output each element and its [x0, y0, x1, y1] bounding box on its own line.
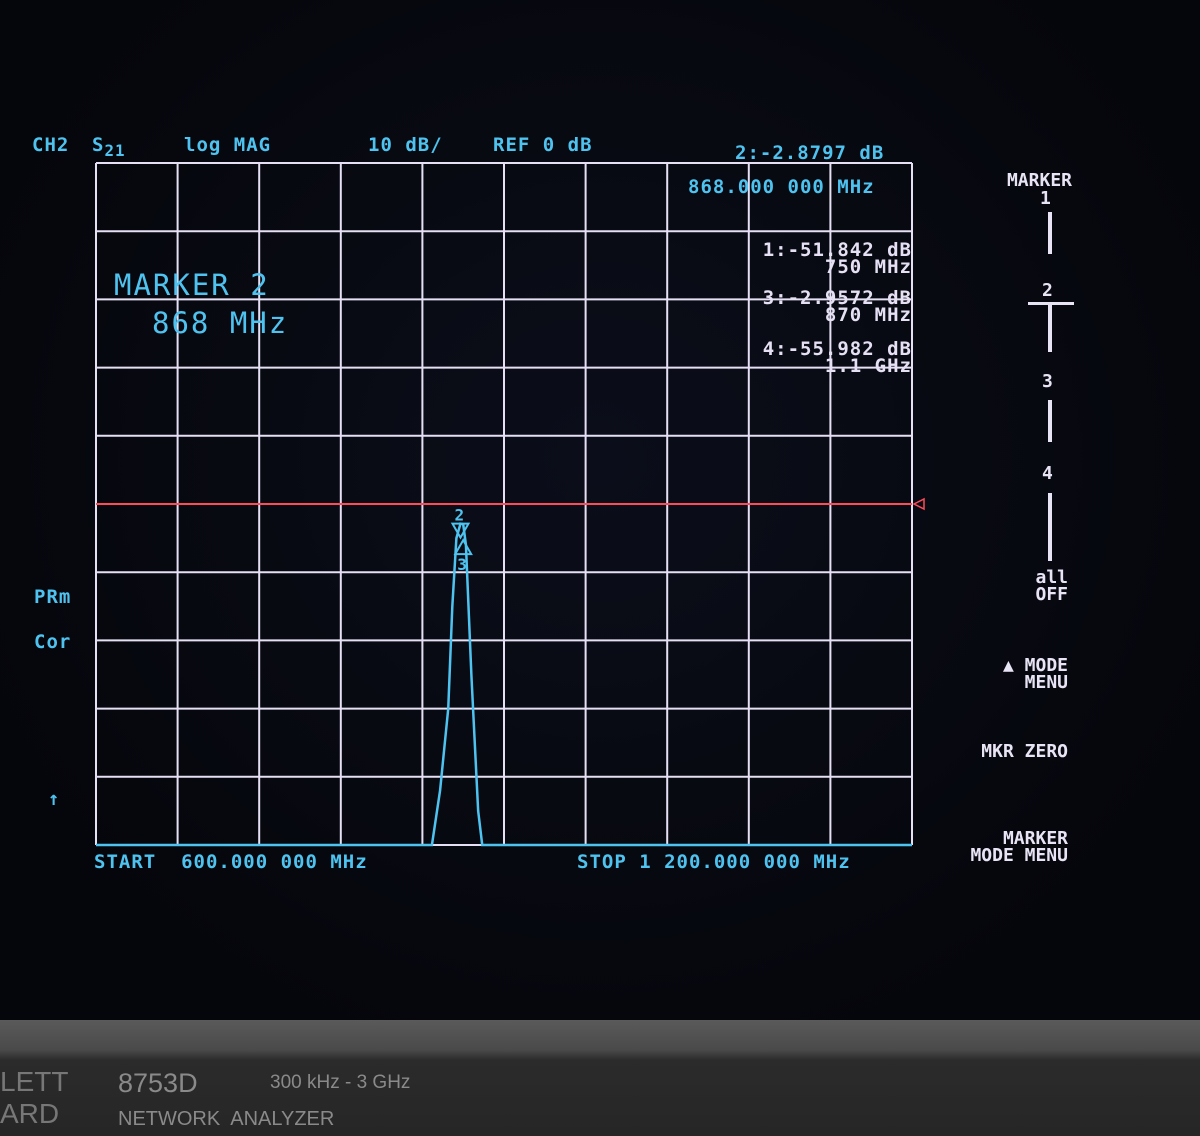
softkey-divider: [1048, 212, 1052, 254]
status-prm: PRm: [34, 586, 72, 608]
param-name: S: [92, 134, 105, 156]
stop-frequency: STOP 1 200.000 000 MHz: [577, 851, 851, 873]
param-sub: 21: [104, 140, 126, 160]
status-arrow-icon: ↑: [48, 788, 61, 810]
brand-line-2: ARD: [0, 1098, 60, 1129]
marker-1-freq: 750 MHz: [824, 256, 912, 278]
marker-2-label: 2: [454, 506, 464, 525]
marker-4-value: 4:-55.982 dB: [762, 338, 912, 360]
softkey-divider: [1048, 304, 1052, 352]
marker-3-label: 3: [457, 555, 467, 574]
softkey-title: MARKER: [1006, 170, 1072, 191]
active-marker-frequency: 868.000 000 MHz: [688, 176, 875, 198]
status-cor: Cor: [34, 631, 72, 653]
softkey-divider: [1048, 493, 1052, 561]
softkey-all-off[interactable]: all OFF: [1035, 567, 1068, 605]
marker-3-value: 3:-2.9572 dB: [762, 287, 912, 309]
softkey-marker-mode-menu[interactable]: MARKER MODE MENU: [970, 828, 1068, 866]
scale-label: 10 dB/: [368, 134, 443, 156]
marker-2-icon: [450, 522, 471, 540]
start-frequency: START 600.000 000 MHz: [94, 851, 368, 873]
softkey-selected-bar: [1028, 302, 1074, 305]
analyzer-screen: [0, 0, 1200, 1020]
entry-line-2: 868 MHz: [152, 306, 289, 340]
trace-plot: 23: [95, 162, 925, 847]
parameter-label: S21: [92, 134, 126, 160]
brand-line-1: LETT: [0, 1066, 69, 1097]
marker-3-icon: [453, 538, 473, 556]
channel-label: CH2: [32, 134, 70, 156]
model-number: 8753D: [118, 1068, 198, 1098]
softkey-mode-menu[interactable]: ▲ MODE MENU: [1002, 655, 1068, 693]
marker-4-readout: 4:-55.982 dB 1.1 GHz: [762, 338, 912, 377]
format-label: log MAG: [184, 134, 272, 156]
softkey-divider: [1048, 400, 1052, 442]
entry-line-1: MARKER 2: [114, 268, 270, 302]
marker-1-readout: 1:-51.842 dB 750 MHz: [762, 239, 912, 278]
reference-level-pointer-icon: [912, 497, 925, 511]
softkey-marker-1[interactable]: 1: [1040, 188, 1051, 209]
softkey-mkr-zero[interactable]: MKR ZERO: [981, 741, 1068, 762]
instrument-bezel: LETT ARD 8753D 300 kHz - 3 GHz NETWORK AN…: [0, 1020, 1200, 1136]
marker-3-readout: 3:-2.9572 dB 870 MHz: [762, 287, 912, 326]
reference-label: REF 0 dB: [493, 134, 593, 156]
marker-3-freq: 870 MHz: [824, 304, 912, 326]
softkey-marker-4[interactable]: 4: [1042, 463, 1053, 484]
marker-1-value: 1:-51.842 dB: [762, 239, 912, 261]
instrument-name: NETWORK ANALYZER: [118, 1108, 335, 1130]
softkey-marker-3[interactable]: 3: [1042, 371, 1053, 392]
active-marker-readout: 2:-2.8797 dB: [735, 142, 885, 164]
marker-4-freq: 1.1 GHz: [824, 355, 912, 377]
softkey-marker-2[interactable]: 2: [1042, 280, 1053, 301]
frequency-range: 300 kHz - 3 GHz: [270, 1072, 411, 1093]
brand-logo-text: LETT ARD: [0, 1066, 68, 1130]
